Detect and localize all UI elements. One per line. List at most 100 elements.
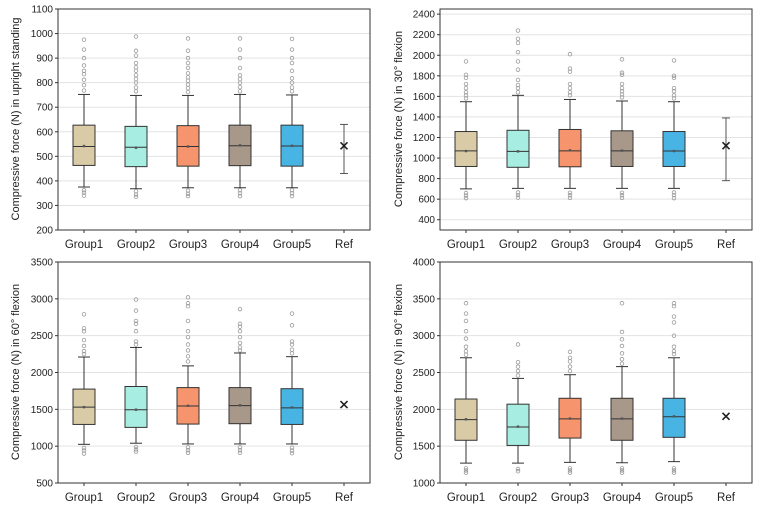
outlier-point bbox=[133, 297, 139, 302]
outlier-point bbox=[237, 345, 243, 350]
mean-marker bbox=[82, 405, 86, 409]
x-tick-label: Group2 bbox=[117, 239, 155, 251]
mean-marker bbox=[134, 408, 138, 411]
outlier-point bbox=[237, 448, 243, 453]
outlier-point bbox=[133, 308, 139, 313]
outlier-point bbox=[619, 92, 625, 97]
outlier-point bbox=[81, 88, 87, 93]
mean-marker bbox=[516, 150, 520, 153]
outlier-point bbox=[185, 193, 191, 199]
outlier-point bbox=[133, 192, 139, 197]
y-tick-label: 1800 bbox=[413, 71, 436, 82]
outlier-point bbox=[619, 343, 625, 349]
y-tick-label: 400 bbox=[418, 215, 435, 226]
outlier-point bbox=[567, 349, 573, 355]
y-tick-label: 300 bbox=[36, 201, 53, 212]
outlier-point bbox=[515, 466, 521, 472]
outlier-point bbox=[289, 342, 295, 347]
x-tick-label: Ref bbox=[717, 239, 736, 251]
outlier-point bbox=[185, 318, 191, 324]
outlier-point bbox=[133, 48, 139, 53]
y-tick-label: 3500 bbox=[413, 294, 436, 305]
box-group5 bbox=[662, 58, 686, 201]
y-tick-label: 1400 bbox=[413, 112, 436, 123]
outlier-point bbox=[133, 76, 139, 82]
y-tick-label: 2000 bbox=[413, 51, 436, 62]
y-tick-label: 2500 bbox=[31, 331, 54, 342]
mean-marker bbox=[464, 418, 468, 421]
outlier-point bbox=[289, 80, 295, 85]
outlier-point bbox=[237, 306, 243, 312]
ref-x-marker bbox=[339, 400, 349, 409]
outlier-point bbox=[289, 55, 295, 61]
chart-panel-60-flexion: Compressive force (N) in 60° flexion 500… bbox=[10, 258, 371, 504]
ref-x-marker bbox=[339, 141, 349, 150]
box-group2 bbox=[506, 28, 530, 200]
outlier-point bbox=[619, 329, 625, 335]
outlier-point bbox=[671, 96, 677, 101]
box-group4 bbox=[228, 306, 252, 455]
y-tick-label: 500 bbox=[36, 152, 53, 163]
outlier-point bbox=[463, 59, 469, 64]
x-tick-label: Group3 bbox=[551, 492, 589, 504]
outlier-point bbox=[185, 304, 191, 309]
outlier-point bbox=[463, 466, 469, 471]
outlier-point bbox=[237, 445, 243, 450]
box-group3 bbox=[176, 36, 200, 199]
y-tick-label: 1200 bbox=[413, 133, 436, 144]
outlier-point bbox=[81, 351, 87, 357]
outlier-point bbox=[463, 468, 469, 473]
outlier-point bbox=[619, 72, 625, 77]
outlier-point bbox=[567, 90, 573, 95]
x-tick-label: Ref bbox=[335, 492, 354, 504]
outlier-point bbox=[515, 85, 521, 91]
y-tick-label: 2000 bbox=[31, 368, 54, 379]
box-group1 bbox=[72, 37, 96, 198]
outlier-point bbox=[671, 304, 677, 309]
outlier-point bbox=[515, 77, 521, 83]
mean-marker bbox=[568, 417, 572, 420]
outlier-point bbox=[81, 77, 87, 82]
mean-marker bbox=[672, 149, 676, 153]
outlier-point bbox=[463, 352, 469, 358]
x-tick-label: Group4 bbox=[221, 239, 260, 251]
outlier-point bbox=[619, 357, 625, 362]
outlier-point bbox=[81, 448, 87, 453]
y-tick-label: 1100 bbox=[31, 5, 53, 16]
y-tick-label: 1500 bbox=[31, 405, 54, 416]
y-tick-label: 600 bbox=[36, 127, 53, 138]
outlier-point bbox=[133, 89, 139, 94]
outlier-point bbox=[185, 348, 191, 353]
outlier-point bbox=[81, 329, 87, 334]
outlier-point bbox=[237, 65, 243, 71]
outlier-point bbox=[185, 329, 191, 334]
outlier-point bbox=[463, 85, 469, 91]
chart-panel-30-flexion: Compressive force (N) in 30° flexion 400… bbox=[393, 8, 753, 251]
outlier-point bbox=[671, 466, 677, 471]
outlier-point bbox=[81, 37, 87, 42]
outlier-point bbox=[81, 47, 87, 52]
y-tick-label: 1000 bbox=[413, 154, 436, 165]
mean-marker bbox=[186, 404, 190, 407]
mean-marker bbox=[568, 149, 572, 152]
box-iqr bbox=[506, 129, 530, 168]
outlier-point bbox=[237, 324, 243, 330]
outlier-point bbox=[619, 70, 625, 75]
box-group4 bbox=[228, 36, 252, 199]
outlier-point bbox=[463, 195, 469, 201]
outlier-point bbox=[619, 351, 625, 356]
x-tick-label: Group5 bbox=[655, 239, 693, 251]
y-tick-label: 4000 bbox=[413, 258, 436, 269]
outlier-point bbox=[515, 342, 521, 347]
y-tick-label: 2400 bbox=[413, 10, 436, 21]
outlier-point bbox=[289, 450, 295, 456]
outlier-point bbox=[289, 323, 295, 328]
box-iqr bbox=[662, 397, 686, 438]
box-group3 bbox=[176, 295, 200, 455]
outlier-point bbox=[619, 466, 625, 471]
outlier-point bbox=[567, 466, 573, 471]
box-iqr bbox=[454, 131, 478, 167]
outlier-point bbox=[133, 53, 139, 58]
outlier-point bbox=[567, 93, 573, 98]
y-tick-label: 2500 bbox=[413, 368, 436, 379]
